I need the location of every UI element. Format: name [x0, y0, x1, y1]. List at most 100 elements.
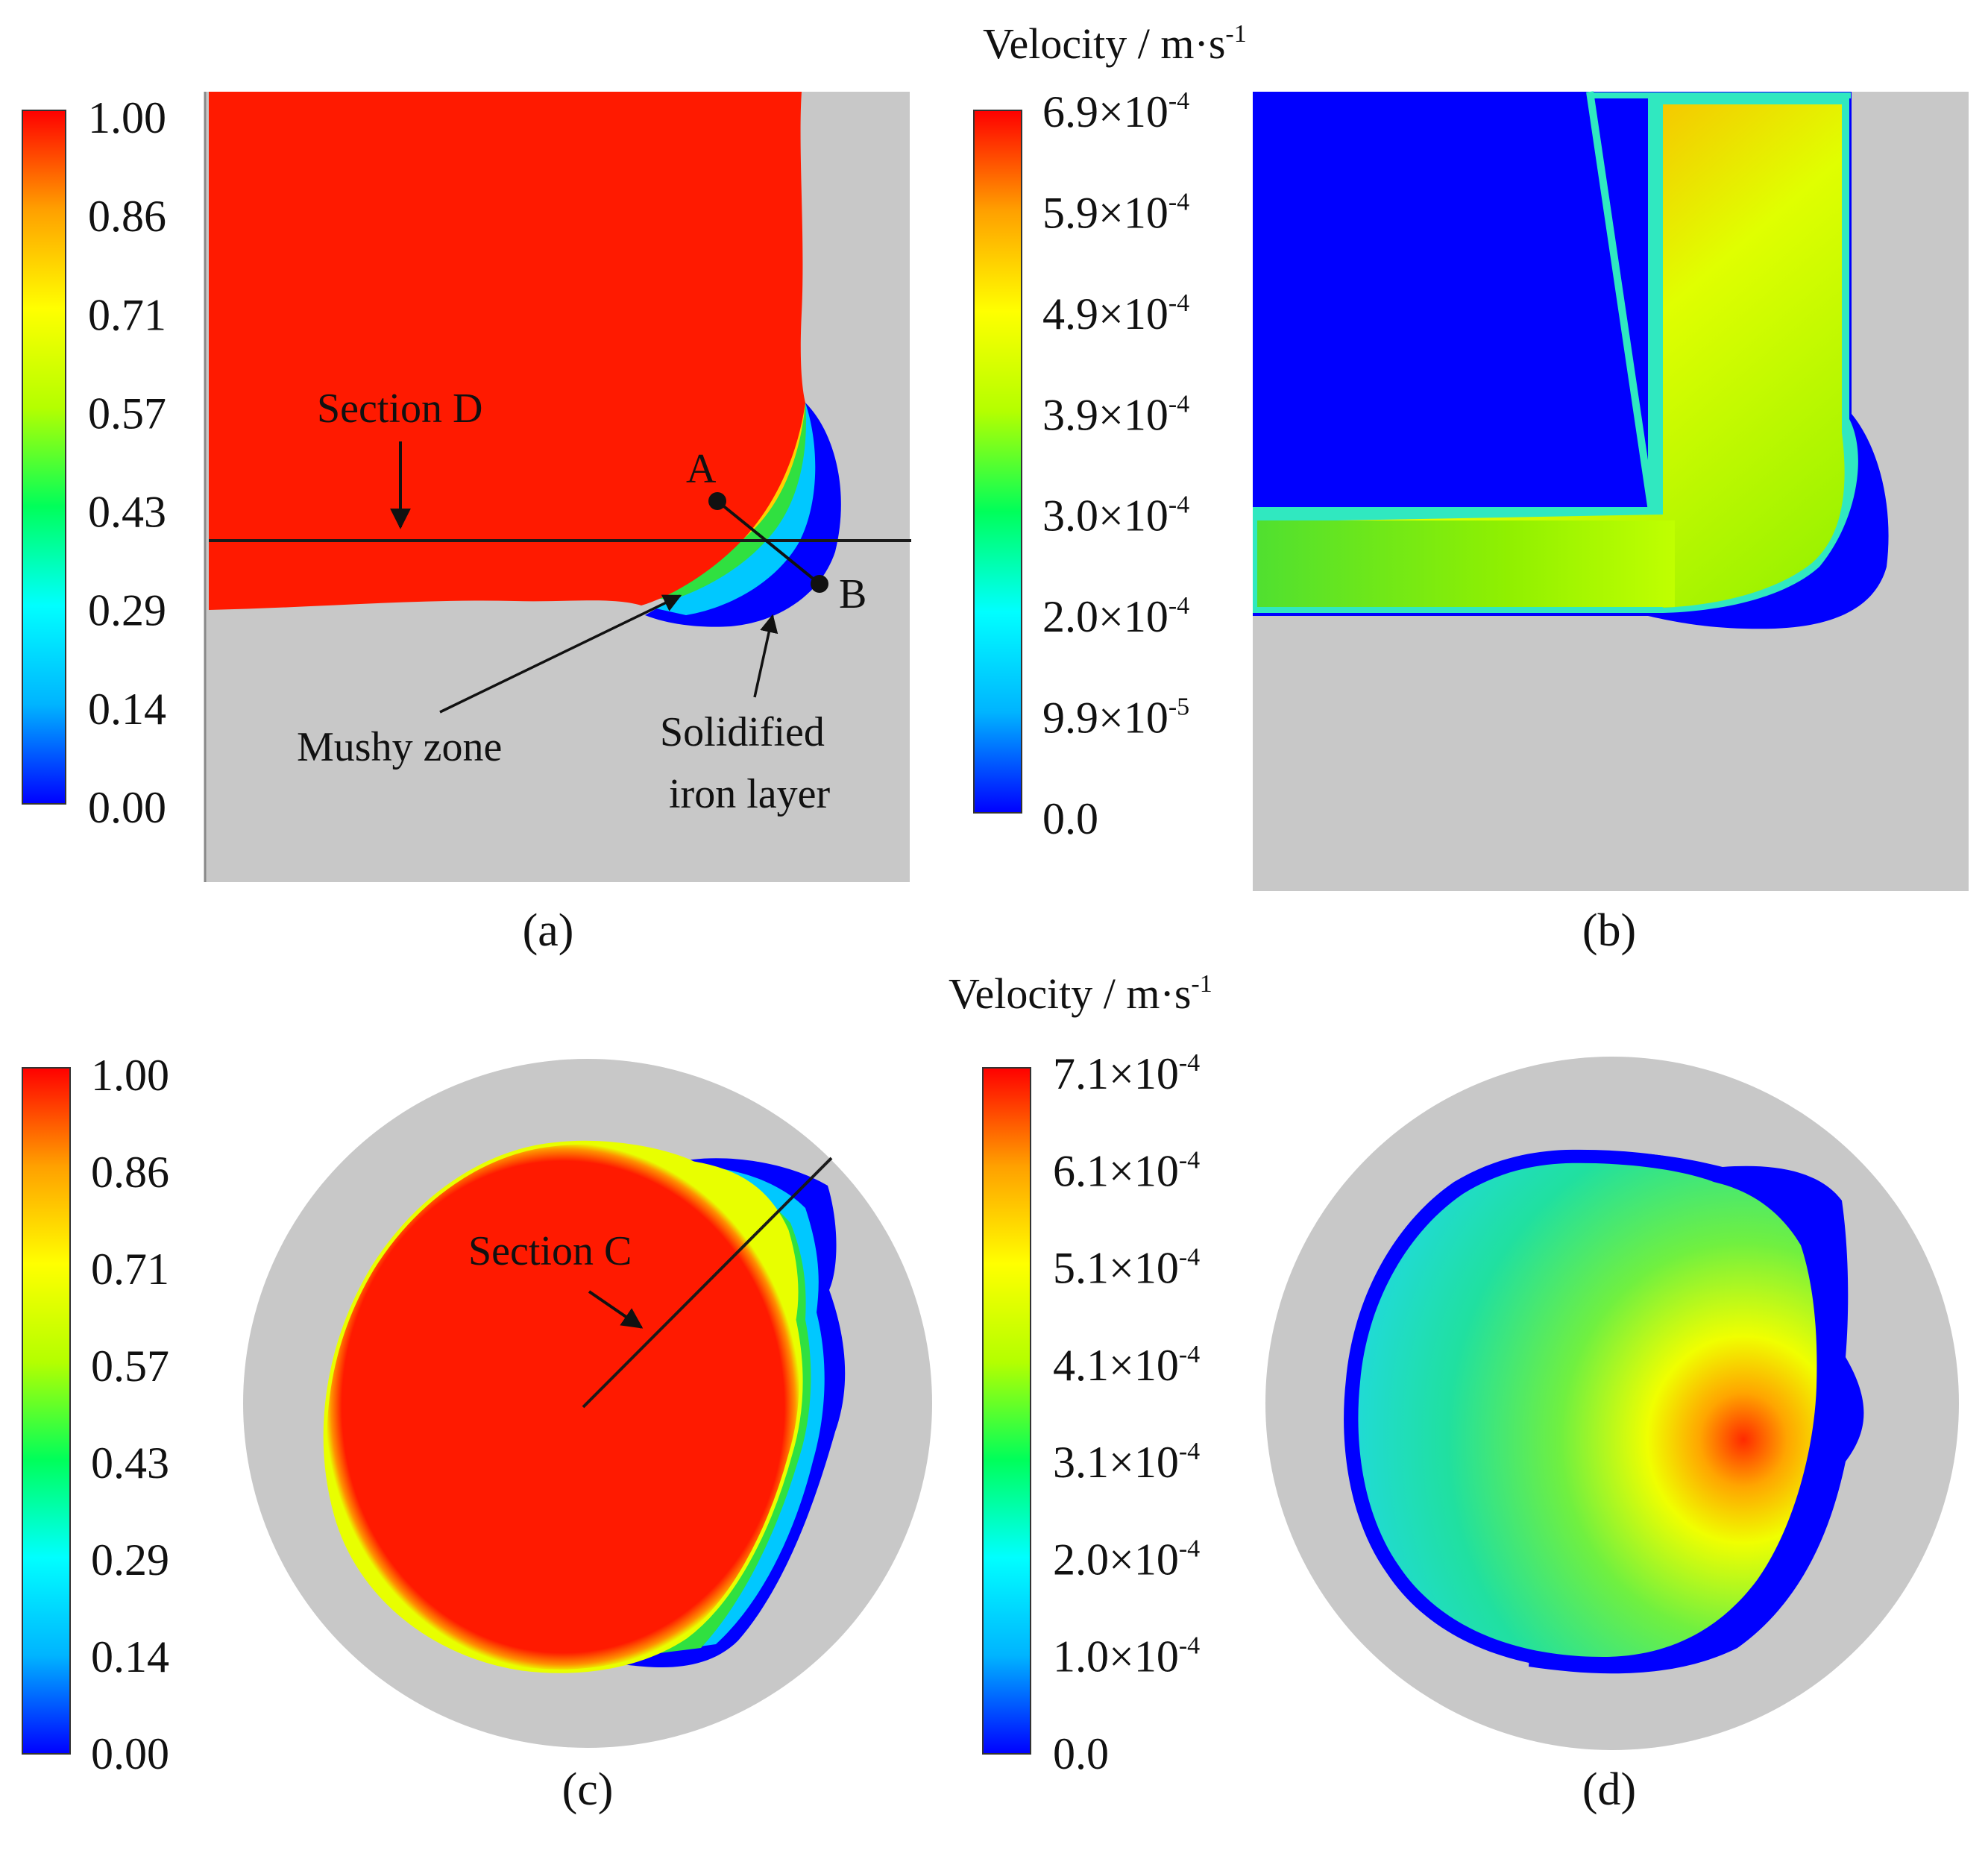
colorbar-tick-label: 0.0 [1042, 794, 1098, 843]
tick-exponent: -4 [1168, 87, 1189, 115]
colorbar-tick-label: 0.0 [1053, 1729, 1109, 1778]
colorbar-tick-label: 0.00 [88, 783, 166, 832]
mushy-zone-arrow [439, 594, 682, 714]
colorbar-tick-label: 1.0×10-4 [1053, 1632, 1200, 1681]
colorbar-tick-label: 0.00 [91, 1729, 169, 1778]
colorbar-tick-label: 1.00 [91, 1051, 169, 1100]
panel-b-core-edge [1253, 91, 1656, 515]
colorbar-tick-label: 2.0×10-4 [1042, 592, 1189, 641]
panel-d-title-exp: -1 [1191, 970, 1212, 998]
tick-exponent: -4 [1179, 1341, 1200, 1368]
tick-exponent: -4 [1168, 592, 1189, 620]
tick-exponent: -4 [1179, 1146, 1200, 1174]
panel-d-velocity-field [1358, 1163, 1817, 1657]
mushy-zone-cyan [652, 403, 816, 615]
panel-d-title: Velocity / m·s-1 [949, 969, 1212, 1018]
colorbar-tick-label: 4.1×10-4 [1053, 1341, 1200, 1390]
colorbar-tick-label: 0.86 [88, 192, 166, 241]
panel-c-colorbar-ticks: 1.00 0.86 0.71 0.57 0.43 0.29 0.14 0.00 [91, 1051, 169, 1778]
colorbar-tick-label: 5.9×10-4 [1042, 188, 1189, 237]
tick-mantissa: 0.0 [1042, 794, 1098, 843]
colorbar-tick-label: 7.1×10-4 [1053, 1049, 1200, 1098]
solidified-label-line1: Solidified [660, 709, 825, 755]
tick-mantissa: 4.1×10 [1053, 1341, 1179, 1390]
tick-exponent: -4 [1179, 1438, 1200, 1465]
solidified-layer-arrow [753, 614, 778, 698]
panel-c-liquid-region [325, 1142, 802, 1672]
tick-mantissa: 5.1×10 [1053, 1244, 1179, 1293]
colorbar-tick-label: 3.1×10-4 [1053, 1438, 1200, 1487]
colorbar-tick-label: 2.0×10-4 [1053, 1535, 1200, 1584]
colorbar-tick-label: 3.0×10-4 [1042, 491, 1189, 541]
tick-exponent: -4 [1179, 1632, 1200, 1660]
panel-b-title-exp: -1 [1225, 20, 1246, 48]
tick-exponent: -4 [1179, 1535, 1200, 1562]
line-ab [716, 500, 821, 585]
tick-mantissa: 2.0×10 [1053, 1535, 1179, 1584]
panel-d-title-main: Velocity / m·s [949, 969, 1191, 1018]
colorbar-tick-label: 6.9×10-4 [1042, 87, 1189, 136]
colorbar-tick-label: 0.71 [88, 290, 166, 339]
colorbar-tick-label: 1.00 [88, 93, 166, 142]
colorbar-tick-label: 6.1×10-4 [1053, 1146, 1200, 1195]
section-d-label: Section D [317, 386, 482, 432]
tick-mantissa: 3.0×10 [1042, 491, 1168, 541]
panel-a-colorbar-ticks: 1.00 0.86 0.71 0.57 0.43 0.29 0.14 0.00 [88, 93, 166, 832]
tick-exponent: -5 [1168, 693, 1189, 721]
section-c-arrow [588, 1290, 644, 1329]
tick-mantissa: 4.9×10 [1042, 289, 1168, 339]
colorbar-tick-label: 0.43 [88, 488, 166, 537]
panel-a-liquid-region [209, 92, 805, 610]
panel-c-colorbar [22, 1067, 71, 1755]
panel-b-title: Velocity / m·s-1 [983, 19, 1247, 68]
panel-a-colorbar [22, 110, 66, 805]
colorbar-tick-label: 3.9×10-4 [1042, 390, 1189, 439]
mushy-zone-label: Mushy zone [297, 724, 502, 770]
tick-exponent: -4 [1179, 1049, 1200, 1077]
panel-c: 1.00 0.86 0.71 0.57 0.43 0.29 0.14 0.00 Section… [22, 1051, 932, 1815]
panel-d-colorbar-ticks: 7.1×10-46.1×10-45.1×10-44.1×10-43.1×10-4… [1053, 1049, 1200, 1778]
panel-a: 1.00 0.86 0.71 0.57 0.43 0.29 0.14 0.00 Section… [22, 92, 911, 956]
colorbar-tick-label: 0.14 [91, 1632, 169, 1681]
panel-b-horizontal-flow-band [1257, 520, 1675, 607]
colorbar-tick-label: 0.86 [91, 1148, 169, 1197]
point-b-marker [811, 575, 828, 593]
tick-mantissa: 5.9×10 [1042, 188, 1168, 237]
tick-exponent: -4 [1168, 188, 1189, 215]
panel-b-label: (b) [1582, 905, 1636, 956]
solidified-label-line2: iron layer [669, 771, 830, 817]
colorbar-tick-label: 9.9×10-5 [1042, 693, 1189, 743]
colorbar-tick-label: 0.29 [91, 1535, 169, 1585]
panel-b-stagnant-core [1253, 92, 1652, 511]
tick-exponent: -4 [1168, 289, 1189, 317]
section-c-label: Section C [468, 1228, 632, 1274]
colorbar-tick-label: 0.14 [88, 685, 166, 734]
panel-b: Velocity / m·s-1 6.9×10-45.9×10-44.9×10-… [973, 19, 1969, 956]
tick-mantissa: 7.1×10 [1053, 1049, 1179, 1098]
panel-d: Velocity / m·s-1 7.1×10-46.1×10-45.1×10-… [949, 969, 1959, 1815]
tick-exponent: -4 [1168, 390, 1189, 418]
tick-mantissa: 3.1×10 [1053, 1438, 1179, 1487]
colorbar-tick-label: 0.71 [91, 1245, 169, 1294]
panel-b-colorbar-ticks: 6.9×10-45.9×10-44.9×10-43.9×10-43.0×10-4… [1042, 87, 1189, 843]
panel-a-label: (a) [523, 905, 574, 956]
tick-mantissa: 9.9×10 [1042, 693, 1168, 743]
tick-mantissa: 0.0 [1053, 1729, 1109, 1778]
point-b-label: B [839, 571, 866, 617]
panel-b-colorbar [973, 110, 1022, 814]
colorbar-tick-label: 4.9×10-4 [1042, 289, 1189, 339]
tick-exponent: -4 [1179, 1244, 1200, 1271]
tick-mantissa: 6.9×10 [1042, 87, 1168, 136]
panel-d-label: (d) [1582, 1764, 1636, 1815]
colorbar-tick-label: 0.43 [91, 1438, 169, 1488]
tick-mantissa: 2.0×10 [1042, 592, 1168, 641]
section-c-line [582, 1157, 833, 1409]
panel-c-liquid-edge [323, 1140, 803, 1673]
tick-mantissa: 6.1×10 [1053, 1146, 1179, 1195]
tick-mantissa: 3.9×10 [1042, 390, 1168, 439]
point-a-label: A [686, 446, 717, 492]
point-a-marker [708, 492, 726, 510]
colorbar-tick-label: 5.1×10-4 [1053, 1244, 1200, 1293]
